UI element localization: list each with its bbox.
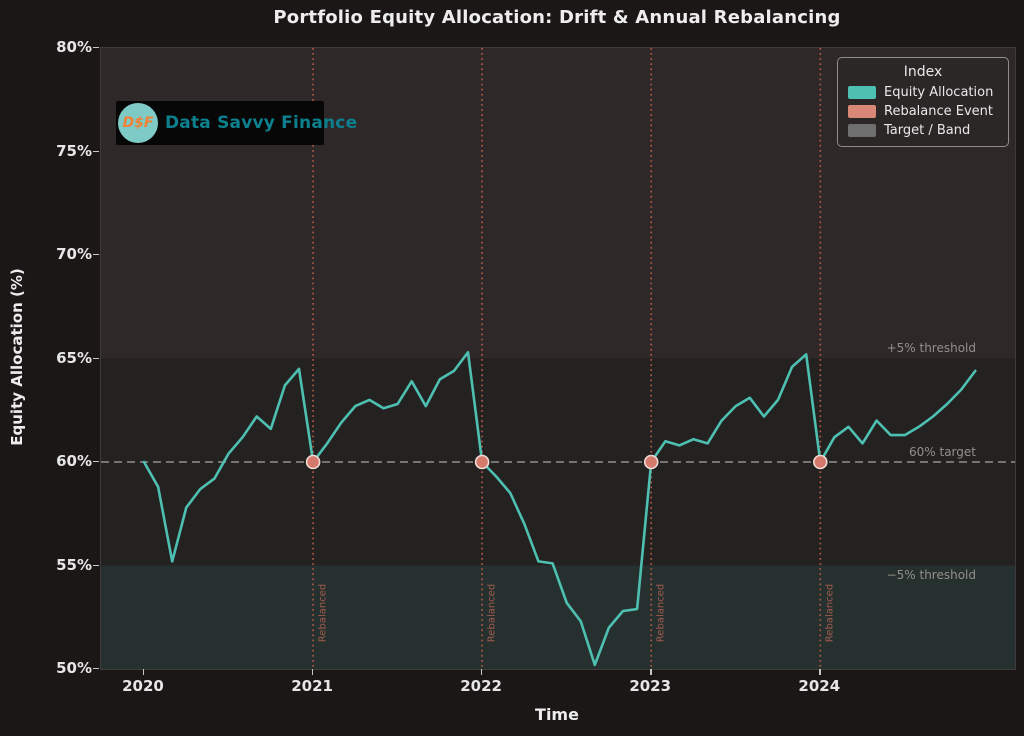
x-tick-label: 2021 (291, 677, 333, 695)
target-band-swatch (848, 124, 876, 137)
rebalance-event-marker (474, 454, 490, 470)
x-tick-mark (481, 669, 483, 675)
legend-item-rebalance-event: Rebalance Event (848, 104, 998, 119)
rebalanced-vline-label: Rebalanced (655, 583, 667, 643)
x-tick-label: 2024 (798, 677, 841, 695)
y-tick-mark (93, 254, 99, 256)
y-tick-mark (93, 668, 99, 670)
brand-logo: D$F Data Savvy Finance (116, 101, 357, 145)
y-tick-label: 50% (56, 659, 92, 677)
legend-item-equity-allocation: Equity Allocation (848, 85, 998, 100)
rebalance-event-marker (305, 454, 321, 470)
legend-item-label: Target / Band (884, 123, 971, 138)
x-tick-label: 2020 (122, 677, 164, 695)
y-tick-label: 70% (56, 245, 92, 263)
rebalanced-vline-label: Rebalanced (824, 583, 836, 643)
chart-title: Portfolio Equity Allocation: Drift & Ann… (273, 7, 841, 28)
logo-badge-text: D$F (122, 115, 154, 131)
y-tick-label: 65% (56, 348, 92, 367)
y-tick-label: 75% (56, 141, 92, 160)
y-tick-mark (93, 47, 99, 49)
upper-threshold-annotation: +5% threshold (886, 341, 976, 355)
equity-allocation-swatch (848, 86, 876, 99)
x-tick-label: 2022 (460, 677, 502, 695)
y-tick-mark (93, 357, 99, 359)
logo-badge-icon: D$F (118, 103, 158, 143)
legend-title: Index (903, 64, 943, 80)
x-tick-mark (650, 669, 652, 675)
y-tick-mark (93, 150, 99, 152)
rebalanced-vline-label: Rebalanced (317, 583, 329, 643)
x-tick-mark (819, 669, 821, 675)
y-axis-label: Equity Allocation (%) (8, 268, 26, 446)
rebalance-event-marker (643, 454, 659, 470)
y-tick-mark (93, 461, 99, 463)
y-tick-label: 55% (56, 555, 92, 574)
logo-brand-text: Data Savvy Finance (165, 113, 358, 133)
x-tick-mark (143, 669, 145, 675)
y-tick-label: 60% (56, 452, 92, 470)
rebalance-event-marker (812, 454, 828, 470)
x-tick-mark (312, 669, 314, 675)
y-tick-label: 80% (56, 38, 92, 56)
lower-band (101, 565, 1015, 669)
plot-area: D$F Data Savvy Finance +5% threshold 60%… (100, 47, 1016, 670)
x-axis-label: Time (535, 705, 579, 724)
chart-legend: Index Equity Allocation Rebalance Event … (837, 57, 1009, 147)
legend-item-label: Equity Allocation (884, 85, 994, 100)
rebalanced-vline-label: Rebalanced (486, 583, 498, 643)
legend-item-target-band: Target / Band (848, 123, 998, 138)
rebalance-event-swatch (848, 105, 876, 118)
lower-threshold-annotation: −5% threshold (886, 568, 976, 582)
x-tick-label: 2023 (629, 677, 672, 695)
equity-allocation-line (142, 350, 977, 667)
legend-item-label: Rebalance Event (884, 104, 994, 119)
target-annotation: 60% target (909, 445, 976, 459)
y-tick-mark (93, 564, 99, 566)
